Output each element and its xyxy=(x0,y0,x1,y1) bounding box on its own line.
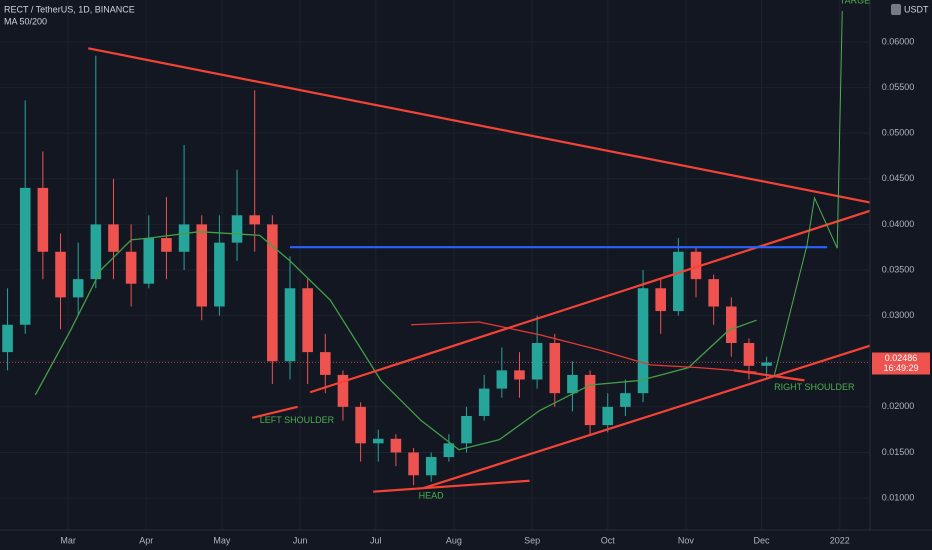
candle-body xyxy=(461,415,472,444)
x-tick-label: Apr xyxy=(139,535,153,545)
candle-body xyxy=(690,251,702,280)
annotation-label: LEFT SHOULDER xyxy=(260,415,335,425)
candle-body xyxy=(249,215,260,225)
trend-line xyxy=(773,10,843,376)
candle-body xyxy=(355,406,366,444)
candle-body xyxy=(531,342,543,380)
x-tick-label: May xyxy=(213,535,231,545)
candle-body xyxy=(478,388,490,416)
price-tag xyxy=(872,352,930,375)
candle-body xyxy=(496,370,508,389)
plot-area: LEFT SHOULDER HEAD RIGHT SHOULDER TARGET xyxy=(0,0,876,501)
price-tag-label: 0.02486 xyxy=(885,353,918,363)
candle-body xyxy=(143,238,155,284)
axes: 0.010000.015000.020000.025000.030000.035… xyxy=(60,36,930,545)
y-tick-label: 0.05000 xyxy=(882,128,915,138)
x-tick-label: Jul xyxy=(370,535,382,545)
x-tick-label: Oct xyxy=(601,535,616,545)
candle-body xyxy=(284,288,296,362)
y-tick-label: 0.04000 xyxy=(882,219,915,229)
candle-body xyxy=(178,224,190,252)
annotation-label: RIGHT SHOULDER xyxy=(774,382,855,392)
chart-title: RECT / TetherUS, 1D, BINANCE xyxy=(4,4,135,14)
currency-icon xyxy=(891,4,901,15)
y-tick-label: 0.01500 xyxy=(882,447,915,457)
countdown-label: 16:49:29 xyxy=(883,363,918,373)
candle-body xyxy=(408,452,419,476)
y-tick-label: 0.02000 xyxy=(882,401,915,411)
candle-body xyxy=(726,306,737,343)
candle-body xyxy=(443,443,455,458)
y-tick-label: 0.01000 xyxy=(882,492,915,502)
candle-body xyxy=(708,279,719,307)
candle-body xyxy=(231,215,243,243)
candle-body xyxy=(214,242,225,307)
candle-body xyxy=(196,224,208,307)
candle-body xyxy=(637,288,649,394)
candle-body xyxy=(2,324,13,353)
y-tick-label: 0.06000 xyxy=(882,36,915,46)
candle-body xyxy=(37,187,49,252)
trend-line xyxy=(373,479,530,493)
candle-body xyxy=(267,224,278,362)
candle-body xyxy=(161,238,172,252)
candle-body xyxy=(19,187,31,325)
candle-body xyxy=(390,438,402,453)
annotation-label: TARGET xyxy=(840,0,876,5)
y-tick-label: 0.05500 xyxy=(882,82,915,92)
candle-body xyxy=(55,251,66,298)
candle-body xyxy=(125,251,137,284)
x-tick-label: Jun xyxy=(293,535,308,545)
candle-body xyxy=(567,374,578,394)
candle-body xyxy=(602,406,614,426)
candle-body xyxy=(743,342,755,366)
candle-body xyxy=(302,288,313,353)
candle-body xyxy=(337,374,349,407)
candle-body xyxy=(372,438,384,444)
annotation-label: HEAD xyxy=(419,491,445,501)
candle-body xyxy=(320,352,331,375)
currency-label: USDT xyxy=(904,4,929,14)
x-tick-label: 2022 xyxy=(830,535,850,545)
trend-line xyxy=(733,369,805,382)
x-tick-label: Dec xyxy=(754,535,771,545)
x-tick-label: Sep xyxy=(524,535,540,545)
candle-body xyxy=(90,224,102,280)
trend-line xyxy=(309,209,870,394)
x-tick-label: Mar xyxy=(60,535,76,545)
moving-average-line xyxy=(34,231,757,451)
x-tick-label: Nov xyxy=(678,535,695,545)
x-tick-label: Aug xyxy=(446,535,462,545)
trend-line xyxy=(423,344,870,490)
indicator-label: MA 50/200 xyxy=(4,16,47,26)
candle-body xyxy=(620,393,631,407)
candle-body xyxy=(673,251,684,312)
candle-body xyxy=(108,224,119,252)
candle-body xyxy=(514,370,525,380)
candle-body xyxy=(761,362,772,366)
y-tick-label: 0.04500 xyxy=(882,173,915,183)
trend-line xyxy=(251,405,298,419)
candle-body xyxy=(655,288,666,312)
y-tick-label: 0.03500 xyxy=(882,264,915,274)
y-tick-label: 0.03000 xyxy=(882,310,915,320)
candle-body xyxy=(584,374,596,426)
candle-body xyxy=(72,279,84,298)
trend-line xyxy=(88,47,870,204)
moving-average-line xyxy=(411,321,757,373)
candle-body xyxy=(425,457,437,476)
candle-body xyxy=(549,342,561,394)
